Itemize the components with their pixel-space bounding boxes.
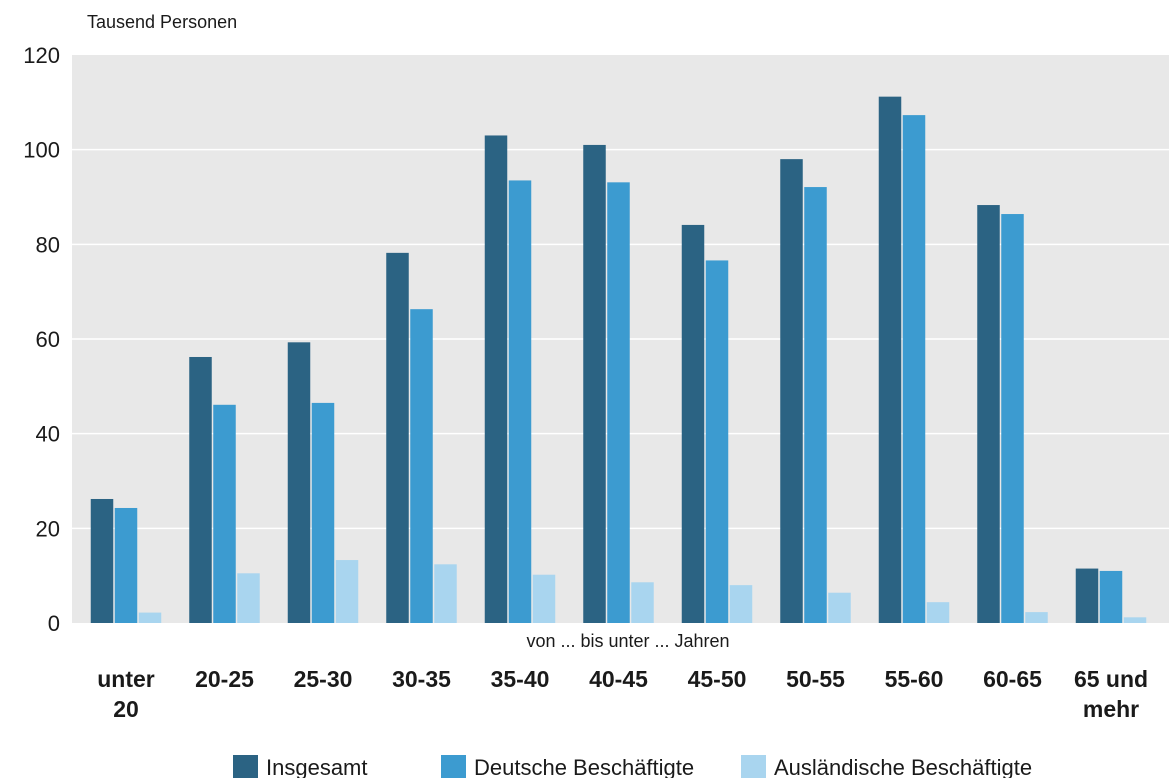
x-category-label: 40-45 xyxy=(589,666,648,692)
bar xyxy=(607,182,630,623)
bar xyxy=(237,573,260,623)
x-category-label: 55-60 xyxy=(885,666,944,692)
bar xyxy=(1099,570,1123,623)
x-category-label: mehr xyxy=(1083,696,1139,722)
y-axis-unit-label: Tausend Personen xyxy=(87,12,237,32)
bar xyxy=(484,135,508,623)
legend-label: Insgesamt xyxy=(266,755,368,778)
bar xyxy=(878,96,902,624)
x-category-label: 65 und xyxy=(1074,666,1148,692)
bar xyxy=(828,592,851,623)
y-axis-ticks: 0 20 40 60 80 100 120 xyxy=(23,43,60,636)
bar xyxy=(189,356,212,623)
bar xyxy=(729,585,753,623)
legend-swatch xyxy=(741,755,766,778)
x-category-label: 60-65 xyxy=(983,666,1042,692)
bar xyxy=(902,115,926,623)
legend-label: Ausländische Beschäftigte xyxy=(774,755,1032,778)
x-category-label: 20-25 xyxy=(195,666,254,692)
bars xyxy=(90,96,1147,624)
x-category-label: unter xyxy=(97,666,155,692)
y-tick-label: 80 xyxy=(36,232,60,257)
bar xyxy=(410,309,433,623)
bar xyxy=(804,187,827,623)
x-category-label: 45-50 xyxy=(688,666,747,692)
bar xyxy=(90,498,114,623)
bar xyxy=(335,560,359,623)
bar xyxy=(138,612,162,623)
bar xyxy=(386,252,409,623)
legend-label: Deutsche Beschäftigte xyxy=(474,755,694,778)
legend-item: Insgesamt xyxy=(233,755,368,780)
x-category-label: 30-35 xyxy=(392,666,451,692)
bar xyxy=(1025,612,1048,623)
bar xyxy=(311,402,335,623)
bar xyxy=(434,564,457,623)
y-tick-label: 20 xyxy=(36,516,60,541)
x-axis-categories: unter 20 20-25 25-30 30-35 35-40 40-45 45-50 50-… xyxy=(97,666,1148,722)
bar xyxy=(705,260,729,623)
legend-swatch xyxy=(233,755,258,778)
y-tick-label: 120 xyxy=(23,43,60,68)
legend-item: Ausländische Beschäftigte xyxy=(741,755,1032,780)
bar xyxy=(287,342,311,623)
y-tick-label: 60 xyxy=(36,327,60,352)
x-category-label: 25-30 xyxy=(294,666,353,692)
bar xyxy=(508,180,532,623)
bar xyxy=(1075,568,1099,623)
bar xyxy=(977,205,1000,623)
y-tick-label: 40 xyxy=(36,422,60,447)
bar xyxy=(631,582,654,623)
bar xyxy=(1123,617,1147,623)
bar xyxy=(681,224,705,623)
legend: Insgesamt Deutsche Beschäftigte Ausländisc… xyxy=(233,755,1032,780)
y-tick-label: 100 xyxy=(23,138,60,163)
x-category-label: 50-55 xyxy=(786,666,845,692)
bar xyxy=(114,507,138,623)
x-category-label: 35-40 xyxy=(491,666,550,692)
bar xyxy=(532,574,556,623)
bar xyxy=(780,159,803,623)
legend-swatch xyxy=(441,755,466,778)
legend-item: Deutsche Beschäftigte xyxy=(441,755,694,780)
bar xyxy=(583,144,606,623)
bar xyxy=(213,404,236,623)
y-tick-label: 0 xyxy=(48,611,60,636)
x-axis-label: von ... bis unter ... Jahren xyxy=(526,631,729,651)
bar xyxy=(926,602,950,623)
bar xyxy=(1001,214,1024,624)
x-category-label: 20 xyxy=(113,696,139,722)
